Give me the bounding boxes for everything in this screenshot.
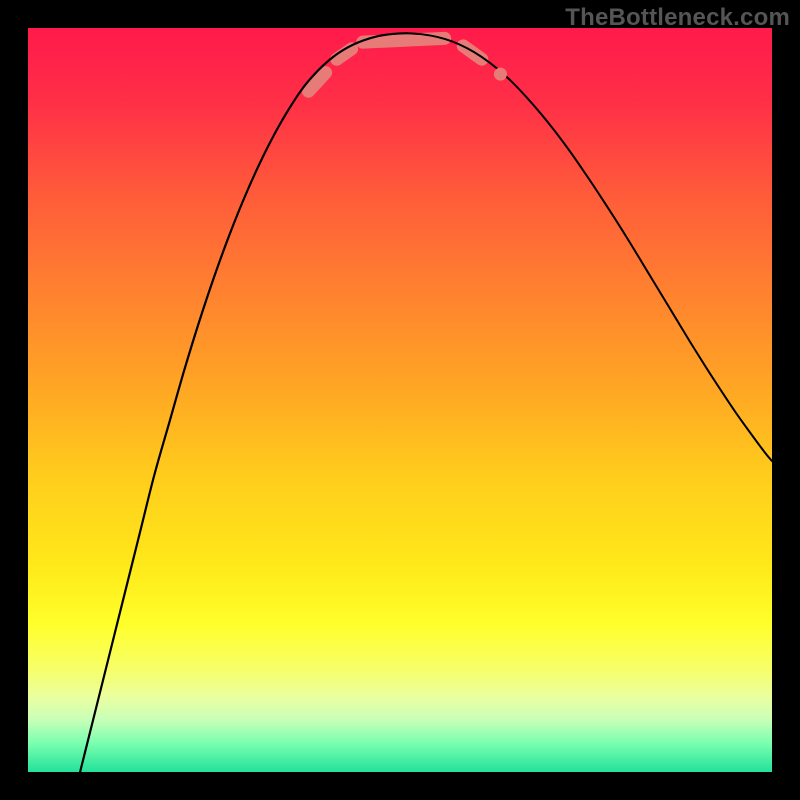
highlight-dots xyxy=(494,68,507,81)
watermark-text: TheBottleneck.com xyxy=(565,4,790,32)
bottleneck-chart xyxy=(0,0,800,800)
chart-background xyxy=(28,28,772,772)
highlight-dot xyxy=(494,68,507,81)
chart-frame: TheBottleneck.com xyxy=(0,0,800,800)
highlight-segment xyxy=(363,38,445,42)
